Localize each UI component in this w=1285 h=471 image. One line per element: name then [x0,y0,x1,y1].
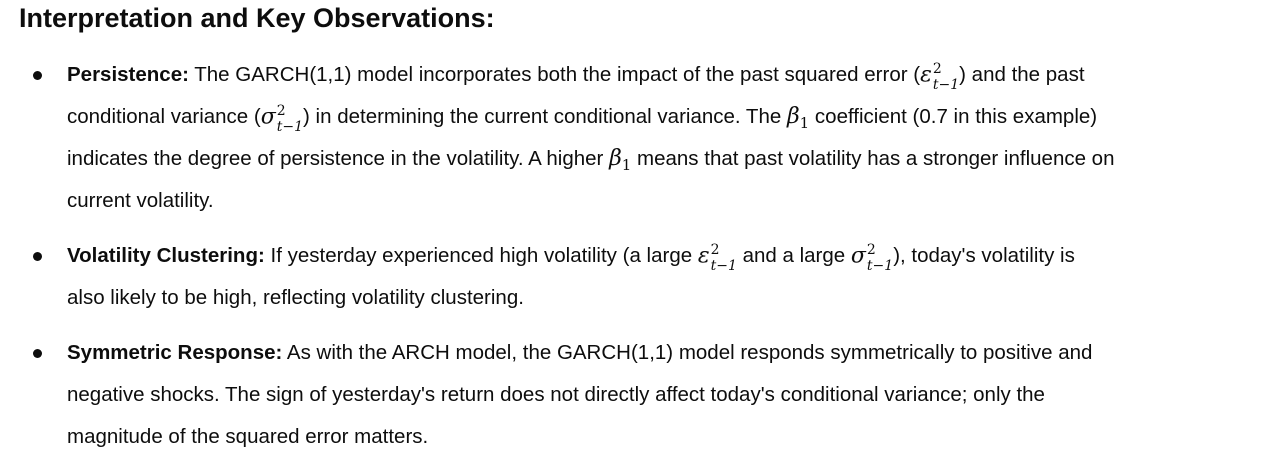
item-text: coefficient (0.7 in this example) indica… [67,105,1098,170]
section-heading: Interpretation and Key Observations: [19,3,495,33]
item-text: and a large [736,244,851,267]
item-label: Volatility Clustering: [67,244,265,267]
item-text: ) and the past conditional variance ( [67,63,1085,128]
math-epsilon-squared: ε 2 t−1 [697,241,737,274]
item-label: Symmetric Response: [67,341,283,364]
item-text: If yesterday experienced high volatility… [264,244,698,267]
list-item-persistence: Persistence: The GARCH(1,1) model incorp… [0,54,1117,222]
math-beta-1: β1 [609,146,632,174]
item-text: The GARCH(1,1) model incorporates both t… [188,63,921,86]
bullet-icon [33,349,42,358]
math-sigma-squared: σ 2 t−1 [850,241,894,274]
item-text: ), today's volatility is also likely to … [67,244,1075,309]
item-label: Persistence: [67,63,189,86]
item-text: means that past volatility has a stronge… [67,147,1115,212]
math-epsilon-squared: ε 2 t−1 [920,60,960,93]
math-beta-1: β1 [786,104,810,132]
observations-list: Persistence: The GARCH(1,1) model incorp… [0,54,1117,471]
list-item-volatility-clustering: Volatility Clustering: If yesterday expe… [0,235,1117,319]
list-item-symmetric-response: Symmetric Response: As with the ARCH mod… [0,332,1117,458]
item-text: ) in determining the current conditional… [303,105,787,128]
bullet-icon [33,252,42,261]
bullet-icon [33,71,42,80]
math-sigma-squared: σ 2 t−1 [260,102,304,135]
item-text: As with the ARCH model, the GARCH(1,1) m… [67,341,1093,448]
